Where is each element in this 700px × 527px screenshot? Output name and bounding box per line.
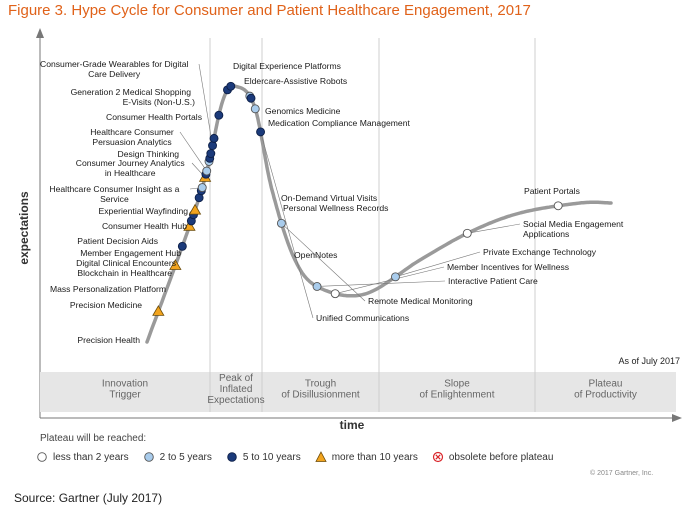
marker-generation-2-medical-shopping [206,149,216,159]
marker-healthcare-consumer-persuasion-analytics [202,166,212,176]
hype-cycle-chart: Innovation Trigger Peak of Inflated Expectat… [17,28,682,432]
figure-title: Figure 3. Hype Cycle for Consumer and Pa… [8,2,531,19]
label-remote-medical-monitoring: Remote Medical Monitoring [368,296,473,306]
label-personal-wellness-records: Personal Wellness Records [283,203,388,213]
label-consumer-health-portals: Consumer Health Portals [106,112,202,122]
legend-label-5to10: 5 to 10 years [242,451,301,463]
marker-eldercare-assistive-robots [214,110,224,120]
label-healthcare-consumer-insight-as-a-service: Healthcare Consumer Insight as a Service [49,184,179,204]
marker-personal-wellness-records [246,93,256,103]
light-blue-circle-icon [143,452,154,462]
dark-blue-circle-icon [227,452,237,462]
legend-label-2to5: 2 to 5 years [159,451,212,463]
legend-label-lt2: less than 2 years [53,451,129,463]
label-precision-medicine: Precision Medicine [70,300,142,310]
marker-digital-experience-platforms [209,133,219,143]
marker-remote-medical-monitoring [276,218,286,228]
label-genomics-medicine: Genomics Medicine [265,106,341,116]
leader-member-incentives-for-wellness [335,266,445,294]
plateau-legend-title: Plateau will be reached: [40,433,147,444]
technology-labels: Precision Health Precision Medicine Mass P… [40,59,624,345]
x-axis-arrow [672,414,682,422]
label-interactive-patient-care: Interactive Patient Care [448,276,538,286]
marker-patient-portals [553,201,563,211]
label-design-thinking: Design Thinking [118,149,180,159]
legend-item-5to10: 5 to 10 years [226,451,301,463]
phase-label-5: Plateau of Productivity [574,379,637,401]
legend-label-obsolete: obsolete before plateau [448,451,554,463]
label-blockchain-in-healthcare: Blockchain in Healthcare [77,268,172,278]
source-note: Source: Gartner (July 2017) [14,491,163,505]
orange-triangle-icon [315,451,327,462]
phase-label-2: Peak of Inflated Expectations [207,373,264,406]
leader-lines [179,63,521,319]
label-mass-personalization-platform: Mass Personalization Platform [50,284,166,294]
leader-consumer-grade-wearables-for-digital-care-delivery [198,63,213,146]
marker-consumer-grade-wearables-for-digital-care-delivery [208,141,217,151]
label-e-visits-non-u-s: E-Visits (Non-U.S.) [123,97,196,107]
label-patient-decision-aids: Patient Decision Aids [77,236,158,246]
leader-remote-medical-monitoring [281,223,366,302]
marker-medication-compliance-management [226,81,236,91]
marker-social-media-engagement-applications [462,228,472,238]
marker-interactive-patient-care [312,282,322,291]
copyright: © 2017 Gartner, Inc. [590,470,654,477]
x-axis-label: time [340,418,365,432]
phase-label-1: Innovation Trigger [102,379,148,401]
label-consumer-health-hub: Consumer Health Hub [102,221,187,231]
technology-markers [152,81,563,316]
white-circle-icon [37,452,47,462]
label-on-demand-virtual-visits: On-Demand Virtual Visits [281,193,377,203]
marker-precision-medicine [169,259,182,270]
leader-healthcare-consumer-persuasion-analytics [179,131,207,172]
label-private-exchange-technology: Private Exchange Technology [483,247,597,257]
y-axis-label: expectations [17,191,31,265]
y-axis-arrow [36,28,44,38]
marker-member-incentives-for-wellness [330,289,340,299]
label-member-engagement-hub: Member Engagement Hub [80,248,181,258]
phase-dividers [209,38,536,412]
marker-healthcare-consumer-insight-as-a-service [197,183,207,193]
label-digital-experience-platforms: Digital Experience Platforms [233,61,341,71]
phase-label-4: Slope of Enlightenment [419,379,494,401]
label-precision-health: Precision Health [77,335,140,345]
label-opennotes: OpenNotes [294,250,337,260]
red-x-circle-icon [432,451,443,463]
plateau-legend: less than 2 years 2 to 5 years 5 to 10 yea… [36,451,567,463]
leader-unified-communications [260,131,314,319]
label-unified-communications: Unified Communications [316,313,409,323]
label-social-media-engagement-applications: Social Media Engagement Applications [523,219,624,239]
phase-labels: Innovation Trigger Peak of Inflated Expectat… [102,373,637,406]
legend-item-lt2: less than 2 years [36,451,129,463]
phase-band [40,372,676,412]
legend-item-gt10: more than 10 years [315,451,418,463]
marker-private-exchange-technology [391,272,400,282]
marker-precision-health [152,305,165,316]
leader-social-media-engagement-applications [467,223,521,234]
leader-private-exchange-technology [395,251,481,278]
marker-blockchain-in-healthcare [183,220,196,231]
marker-patient-decision-aids [188,203,202,215]
as-of-label: As of July 2017 [618,356,680,366]
marker-unified-communications [256,127,266,137]
legend-label-gt10: more than 10 years [331,451,418,463]
legend-item-2to5: 2 to 5 years [143,451,212,463]
marker-mass-personalization-platform [177,241,187,251]
label-consumer-journey-analytics-in-healthcare: Consumer Journey Analytics in Healthcare [76,158,185,178]
label-experiential-wayfinding: Experiential Wayfinding [99,206,189,216]
label-generation-2-medical-shopping: Generation 2 Medical Shopping [71,87,192,97]
label-healthcare-consumer-persuasion-analytics: Healthcare Consumer Persuasion Analytics [90,127,174,147]
phase-label-3: Trough of Disillusionment [281,379,360,401]
label-digital-clinical-encounters: Digital Clinical Encounters [76,258,176,268]
legend-item-obsolete: obsolete before plateau [432,451,554,463]
marker-opennotes [250,104,260,114]
label-member-incentives-for-wellness: Member Incentives for Wellness [447,262,569,272]
label-medication-compliance-management: Medication Compliance Management [268,118,410,128]
label-eldercare-assistive-robots: Eldercare-Assistive Robots [244,76,347,86]
label-consumer-grade-wearables-for-digital-care-delivery: Consumer-Grade Wearables for Digital Care… [40,59,188,79]
label-patient-portals: Patient Portals [524,186,580,196]
leader-interactive-patient-care [317,280,446,287]
